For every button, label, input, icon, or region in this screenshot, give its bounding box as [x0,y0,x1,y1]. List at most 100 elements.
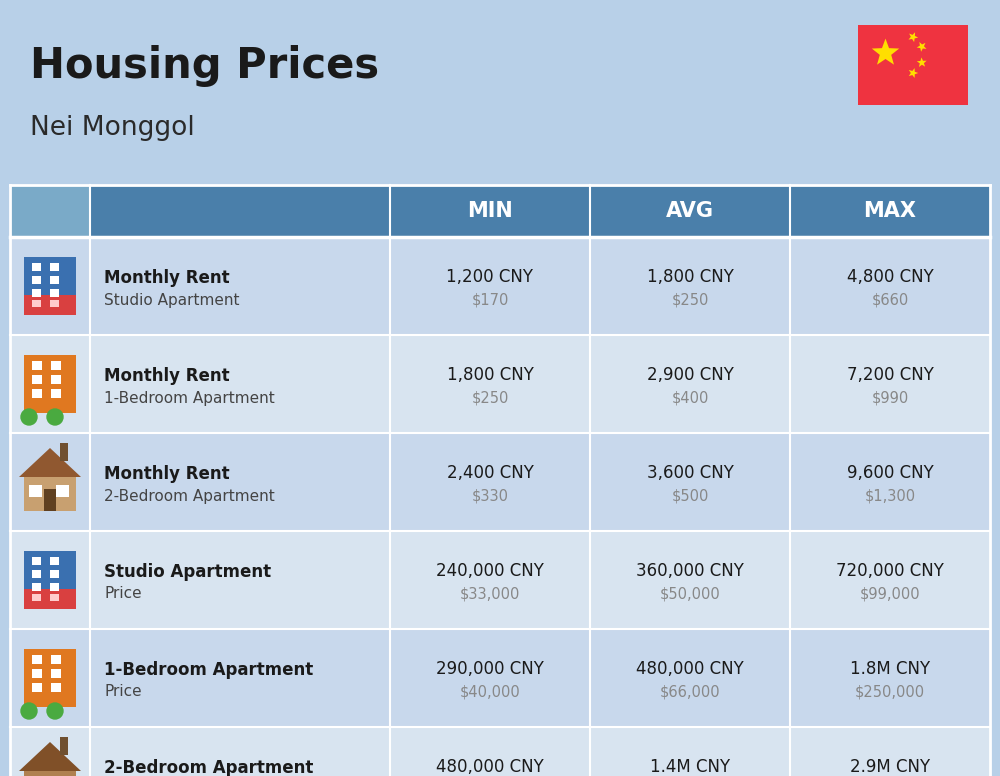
Text: Monthly Rent: Monthly Rent [104,269,230,287]
Text: $250: $250 [471,390,509,406]
Text: $99,000: $99,000 [860,587,920,601]
Bar [790,185,990,237]
Text: 1-Bedroom Apartment: 1-Bedroom Apartment [104,661,313,679]
Text: 240,000 CNY: 240,000 CNY [436,562,544,580]
Bar [50,276,59,284]
Bar [50,300,59,307]
Bar [29,485,42,497]
Text: $330: $330 [472,489,509,504]
Bar [590,727,790,776]
Text: 1.8M CNY: 1.8M CNY [850,660,930,678]
Text: 2.9M CNY: 2.9M CNY [850,758,930,776]
Bar [24,589,76,609]
Bar [32,570,41,578]
Bar [50,557,59,565]
Text: AVG: AVG [666,201,714,221]
Bar [390,335,590,433]
Text: 2,400 CNY: 2,400 CNY [447,464,533,482]
Bar [50,583,59,591]
Text: $170: $170 [471,293,509,307]
Bar [390,629,590,727]
Polygon shape [909,33,918,42]
Bar [50,570,59,578]
Bar [90,433,390,531]
Bar [790,727,990,776]
Text: Monthly Rent: Monthly Rent [104,367,230,385]
Bar [590,237,790,335]
Bar [24,551,76,609]
Bar [32,361,42,370]
Bar [790,335,990,433]
Bar [390,531,590,629]
Circle shape [21,409,37,425]
Bar [390,433,590,531]
Text: $250,000: $250,000 [855,684,925,699]
Bar [858,25,968,105]
Text: $990: $990 [871,390,909,406]
Bar [32,276,41,284]
Bar [790,433,990,531]
Circle shape [21,703,37,719]
Text: Nei Monggol: Nei Monggol [30,115,195,141]
Circle shape [47,409,63,425]
Polygon shape [19,448,81,477]
Bar [390,237,590,335]
Text: 1.4M CNY: 1.4M CNY [650,758,730,776]
Bar [10,237,90,335]
Text: Price: Price [104,684,142,699]
Polygon shape [917,42,926,52]
Text: Monthly Rent: Monthly Rent [104,465,230,483]
Bar [51,655,61,664]
Text: MAX: MAX [864,201,916,221]
Text: 480,000 CNY: 480,000 CNY [436,758,544,776]
Text: 9,600 CNY: 9,600 CNY [847,464,933,482]
Bar [24,355,76,413]
Polygon shape [909,68,918,78]
Text: $1,300: $1,300 [864,489,916,504]
Bar [44,489,56,511]
Text: 1,200 CNY: 1,200 CNY [446,268,534,286]
Bar [32,655,42,664]
Text: Studio Apartment: Studio Apartment [104,293,240,307]
Bar [24,477,76,511]
Bar [24,295,76,315]
Bar [10,531,90,629]
Bar [32,289,41,297]
Text: $250: $250 [671,293,709,307]
Bar [10,185,90,237]
Text: $40,000: $40,000 [460,684,520,699]
Bar [50,263,59,271]
Bar [50,594,59,601]
Bar [590,335,790,433]
Circle shape [47,703,63,719]
Polygon shape [872,39,899,64]
Bar [32,375,42,384]
Bar [90,727,390,776]
Bar [590,531,790,629]
Bar [790,237,990,335]
Text: Studio Apartment: Studio Apartment [104,563,271,581]
Bar [390,727,590,776]
Text: 720,000 CNY: 720,000 CNY [836,562,944,580]
Bar [32,669,42,678]
Bar [32,594,41,601]
Bar [24,649,76,707]
Text: MIN: MIN [467,201,513,221]
Bar [90,531,390,629]
Bar [32,389,42,398]
Bar [10,727,90,776]
Polygon shape [917,57,927,67]
Bar [590,629,790,727]
Bar [390,185,590,237]
Text: 2-Bedroom Apartment: 2-Bedroom Apartment [104,489,275,504]
Polygon shape [19,742,81,771]
Text: 480,000 CNY: 480,000 CNY [636,660,744,678]
Bar [60,737,68,755]
Bar [790,531,990,629]
Bar [790,629,990,727]
Bar [51,669,61,678]
Text: Price: Price [104,587,142,601]
Text: 1-Bedroom Apartment: 1-Bedroom Apartment [104,390,275,406]
Text: 290,000 CNY: 290,000 CNY [436,660,544,678]
Bar [24,771,76,776]
